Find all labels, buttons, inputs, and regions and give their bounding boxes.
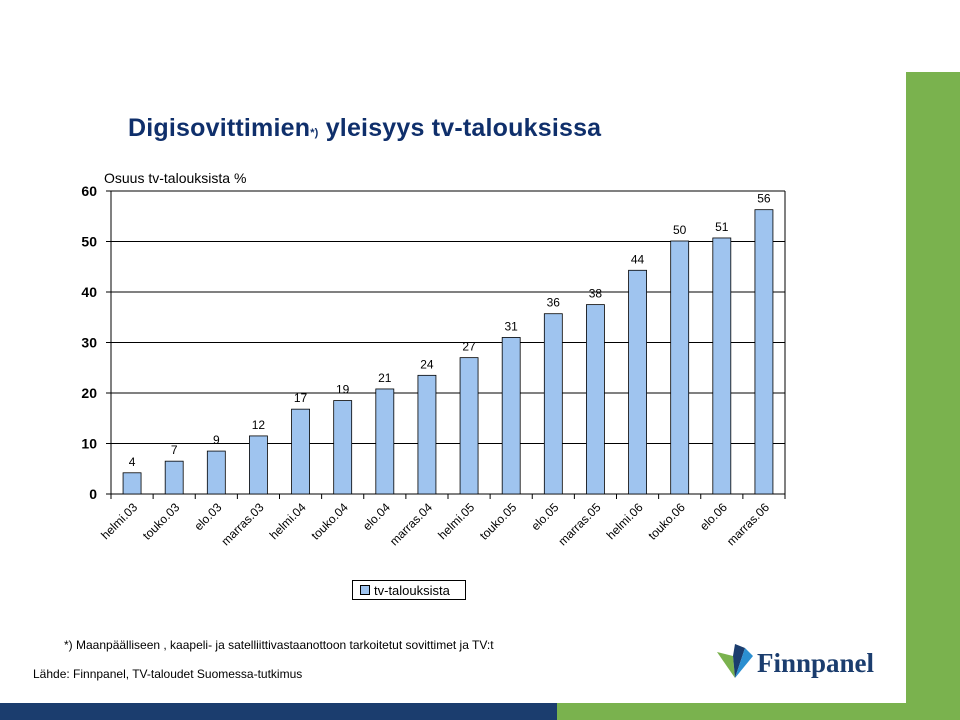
title-main: Digisovittimien [128, 114, 311, 142]
x-tick-label: touko.05 [477, 500, 520, 543]
slide-title: Digisovittimien*) yleisyys tv-talouksiss… [128, 114, 601, 143]
data-label: 9 [213, 433, 220, 447]
bar [249, 435, 268, 495]
bar [459, 357, 479, 495]
bar [712, 237, 732, 495]
bar [586, 304, 605, 495]
bar [333, 400, 353, 495]
legend-swatch [360, 585, 370, 595]
x-tick-label: marras.03 [218, 500, 266, 548]
x-tick-label: helmi.05 [435, 500, 477, 542]
data-label: 24 [420, 357, 434, 371]
bar [543, 313, 563, 495]
data-label: 19 [336, 383, 350, 397]
bottom-navy-stripe [0, 703, 557, 720]
data-label: 7 [171, 443, 178, 457]
x-tick-label: helmi.04 [267, 500, 309, 542]
bar [122, 472, 142, 495]
bar [417, 374, 437, 495]
bar [628, 269, 647, 495]
data-label: 44 [631, 252, 645, 266]
bar [501, 337, 521, 495]
x-tick-label: marras.04 [387, 500, 435, 548]
data-label: 4 [129, 455, 136, 469]
bar [670, 240, 690, 495]
data-label: 36 [547, 296, 561, 310]
bar [754, 209, 774, 495]
y-tick-label: 30 [81, 335, 97, 351]
x-tick-label: helmi.06 [604, 500, 646, 542]
y-axis-label: Osuus tv-talouksista % [104, 170, 247, 186]
x-tick-label: marras.06 [724, 500, 772, 548]
x-tick-label: elo.05 [528, 500, 561, 533]
bar [291, 408, 310, 495]
title-rest: yleisyys tv-talouksissa [318, 114, 602, 142]
data-label: 21 [378, 371, 392, 385]
data-label: 50 [673, 223, 687, 237]
y-tick-label: 60 [81, 183, 97, 199]
y-tick-label: 20 [81, 385, 97, 401]
right-accent-bar [906, 72, 960, 720]
bar [375, 388, 395, 495]
logo-mark-icon [717, 644, 753, 678]
data-label: 12 [252, 418, 266, 432]
finnpanel-logo: Finnpanel [715, 642, 875, 686]
bar [206, 450, 226, 495]
data-label: 31 [505, 319, 519, 333]
bar [164, 460, 184, 495]
y-tick-label: 10 [81, 436, 97, 452]
footnote: *) Maanpäälliseen , kaapeli- ja satellii… [64, 638, 494, 652]
x-tick-label: elo.04 [360, 500, 393, 533]
x-tick-label: touko.06 [645, 500, 688, 543]
data-label: 17 [294, 391, 308, 405]
bottom-green-stripe [557, 703, 906, 720]
chart-legend: tv-talouksista [352, 580, 466, 600]
x-tick-label: elo.03 [191, 500, 224, 533]
data-label: 56 [757, 192, 771, 206]
source-note: Lähde: Finnpanel, TV-taloudet Suomessa-t… [33, 667, 303, 681]
x-tick-label: helmi.03 [98, 500, 140, 542]
y-tick-label: 0 [89, 486, 97, 502]
title-superscript: *) [310, 127, 319, 139]
y-tick-label: 40 [81, 284, 97, 300]
data-label: 27 [462, 340, 476, 354]
legend-label: tv-talouksista [374, 582, 450, 598]
x-tick-label: touko.03 [140, 500, 183, 543]
data-label: 51 [715, 220, 729, 234]
x-tick-label: elo.06 [697, 500, 730, 533]
data-label: 38 [589, 287, 603, 301]
logo-text: Finnpanel [757, 648, 875, 678]
y-tick-label: 50 [81, 234, 97, 250]
x-tick-label: marras.05 [555, 500, 603, 548]
x-tick-label: touko.04 [308, 500, 351, 543]
